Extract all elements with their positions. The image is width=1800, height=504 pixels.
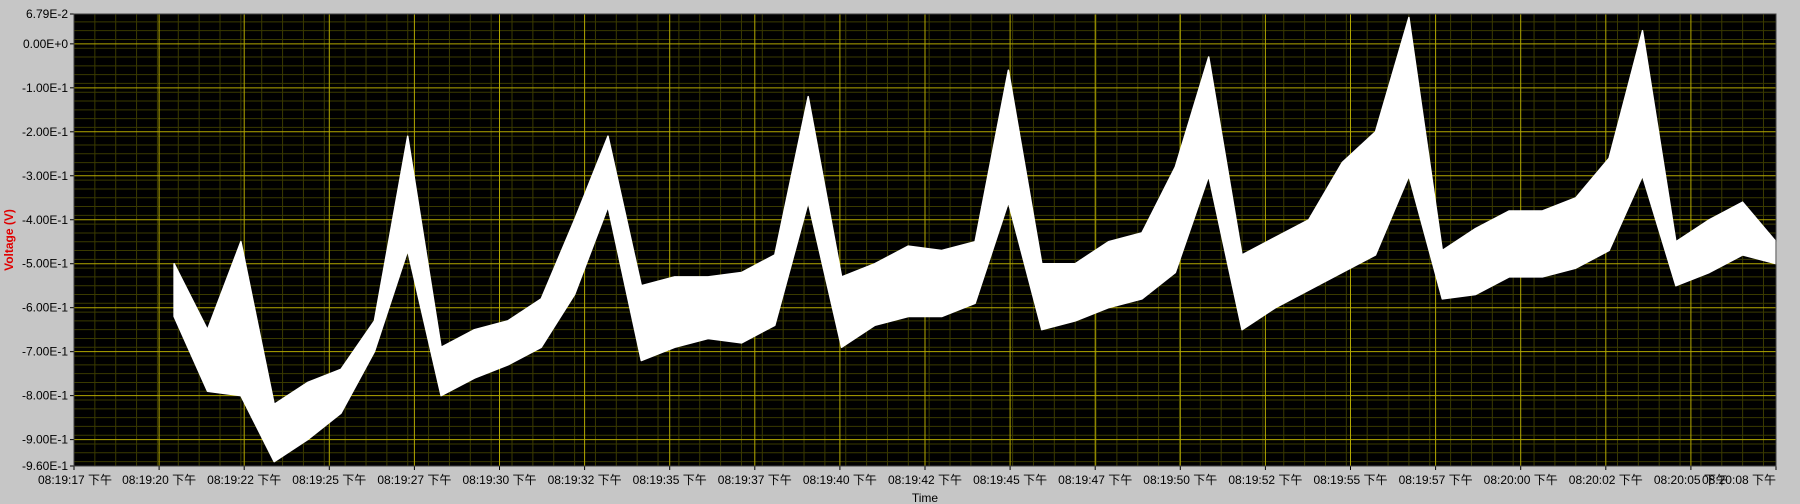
x-tick-label: 08:19:37 下午 xyxy=(718,473,792,487)
y-tick-label: -4.00E-1 xyxy=(22,213,68,227)
y-tick-label: -1.00E-1 xyxy=(22,81,68,95)
y-tick-label: -2.00E-1 xyxy=(22,125,68,139)
x-tick-label: 08:19:17 下午 xyxy=(38,473,112,487)
y-tick-label: 0.00E+0 xyxy=(23,37,68,51)
x-tick-label: 08:19:50 下午 xyxy=(1143,473,1217,487)
y-axis-label: Voltage (V) xyxy=(2,209,16,271)
y-tick-label: -8.00E-1 xyxy=(22,389,68,403)
x-tick-label: 08:19:55 下午 xyxy=(1313,473,1387,487)
x-tick-label: 08:20:02 下午 xyxy=(1569,473,1643,487)
plot-border xyxy=(73,13,1777,467)
x-axis-label: Time xyxy=(912,491,939,504)
x-tick-label: 08:19:30 下午 xyxy=(462,473,536,487)
x-tick-label: 08:19:27 下午 xyxy=(377,473,451,487)
x-tick-label: 08:20:05 下午 xyxy=(1654,473,1728,487)
y-tick-label: -9.00E-1 xyxy=(22,433,68,447)
y-tick-label: 6.79E-2 xyxy=(26,7,68,21)
x-tick-label: 08:19:22 下午 xyxy=(207,473,281,487)
x-tick-label: 08:20:08 下午 xyxy=(1702,473,1776,487)
x-tick-label: 08:20:00 下午 xyxy=(1484,473,1558,487)
x-tick-label: 08:19:35 下午 xyxy=(633,473,707,487)
x-tick-label: 08:19:45 下午 xyxy=(973,473,1047,487)
y-tick-label: -6.00E-1 xyxy=(22,301,68,315)
x-tick-label: 08:19:52 下午 xyxy=(1228,473,1302,487)
y-tick-label: -7.00E-1 xyxy=(22,345,68,359)
x-tick-label: 08:19:42 下午 xyxy=(888,473,962,487)
y-tick-label: -9.60E-1 xyxy=(22,459,68,473)
x-tick-label: 08:19:25 下午 xyxy=(292,473,366,487)
x-tick-label: 08:19:40 下午 xyxy=(803,473,877,487)
y-tick-label: -3.00E-1 xyxy=(22,169,68,183)
y-tick-label: -5.00E-1 xyxy=(22,257,68,271)
x-tick-label: 08:19:32 下午 xyxy=(548,473,622,487)
x-tick-label: 08:19:57 下午 xyxy=(1399,473,1473,487)
x-tick-label: 08:19:47 下午 xyxy=(1058,473,1132,487)
x-tick-label: 08:19:20 下午 xyxy=(122,473,196,487)
